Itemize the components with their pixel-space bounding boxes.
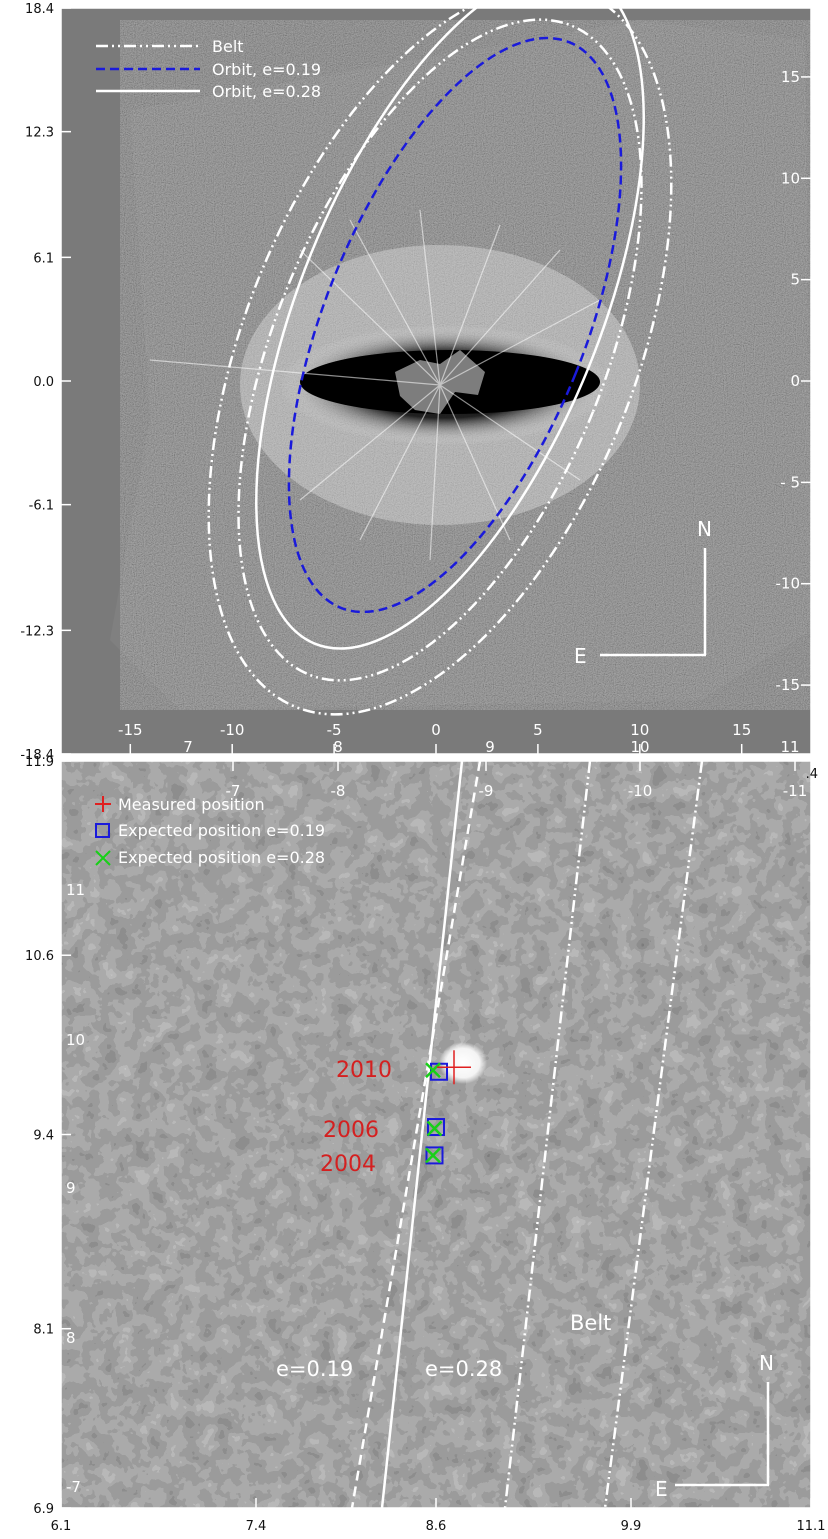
legend-e028-label: Orbit, e=0.28 — [212, 82, 321, 101]
y-tick-label: 11.9 — [25, 755, 54, 770]
compass-east-label: E — [655, 1477, 668, 1501]
y-inner-tick-label: -7 — [66, 1478, 81, 1496]
top-compass: N E — [574, 517, 712, 668]
y-tick-label: 18.4 — [25, 2, 54, 17]
y-tick-label: 6.9 — [33, 1502, 54, 1517]
y-tick-label: -6.1 — [29, 499, 54, 514]
y-right-tick-label: 10 — [781, 169, 800, 187]
y-tick-label: 9.4 — [33, 1129, 54, 1144]
x-tick-label: 11.1 — [797, 1519, 826, 1534]
x-tick-label: 0 — [431, 721, 441, 739]
belt-outer-ellipse — [207, 8, 673, 716]
x-tick-label: 7.4 — [246, 1519, 267, 1534]
x-tick-label: 6.1 — [51, 1519, 72, 1534]
y-inner-tick-label: 11 — [66, 881, 85, 899]
top-overlays — [207, 8, 673, 716]
compass-north-label: N — [697, 517, 712, 541]
x-tick-label: -10 — [220, 721, 245, 739]
x-tick-label: -15 — [118, 721, 143, 739]
legend-e028-position-label: Expected position e=0.28 — [118, 848, 325, 867]
annotation-e028: e=0.28 — [425, 1357, 502, 1381]
legend-e019-position-label: Expected position e=0.19 — [118, 821, 325, 840]
x-tick-label: 15 — [732, 721, 751, 739]
y-inner-tick-label: 10 — [66, 1031, 85, 1049]
planet-blob — [439, 1042, 487, 1084]
y-tick-label: 6.1 — [33, 251, 54, 266]
compass-north-label: N — [759, 1351, 774, 1375]
top-inner-tick-label: -7 — [226, 782, 241, 800]
expected-e019-marker-2006 — [427, 1118, 445, 1137]
legend-measured-label: Measured position — [118, 795, 265, 814]
epoch-label-2006: 2006 — [323, 1118, 379, 1143]
expected-e028-marker-2004 — [425, 1147, 441, 1164]
belt-inner-line — [503, 761, 592, 1508]
epoch-label-2004: 2004 — [320, 1152, 376, 1177]
legend-plus-icon — [95, 796, 111, 812]
compass-east-label: E — [574, 644, 587, 668]
expected-e028-marker-2010 — [425, 1062, 441, 1079]
top-outer-tick-label: 9 — [485, 738, 495, 756]
y-inner-tick-label: 9 — [66, 1179, 76, 1197]
top-outer-tick-label: 11 — [780, 738, 799, 756]
annotation-belt: Belt — [570, 1311, 611, 1335]
top-outer-tick-label: 8 — [333, 738, 343, 756]
top-inner-tick-label: -9 — [479, 782, 494, 800]
orbit-e019-line — [350, 761, 482, 1508]
bottom-compass: N E — [655, 1351, 774, 1501]
y-tick-label: -12.3 — [20, 624, 54, 639]
y-right-tick-label: 15 — [781, 68, 800, 86]
y-tick-label: 8.1 — [33, 1323, 54, 1338]
orbit-e028-line — [380, 761, 464, 1508]
y-tick-label: 0.0 — [33, 375, 54, 390]
epoch-label-2010: 2010 — [336, 1058, 392, 1083]
top-panel-image — [110, 20, 811, 710]
x-tick-label: 8.6 — [426, 1519, 447, 1534]
top-legend: Belt Orbit, e=0.19 Orbit, e=0.28 — [96, 37, 321, 101]
y-tick-label: 12.3 — [25, 126, 54, 141]
epoch-markers — [425, 1050, 471, 1165]
top-right-fragment: .4 — [806, 767, 818, 782]
measured-marker-2010 — [437, 1050, 471, 1085]
y-tick-label: -18.4 — [20, 748, 54, 763]
y-right-tick-label: -10 — [776, 575, 801, 593]
y-tick-label: 10.6 — [25, 949, 54, 964]
top-inner-tick-label: -8 — [331, 782, 346, 800]
top-inner-tick-label: -11 — [783, 782, 808, 800]
bottom-axes: 6.1 7.4 8.6 9.9 11.111.910.69.48.16.9111098-… — [25, 738, 825, 1534]
y-right-tick-label: - 5 — [780, 473, 800, 491]
halo-streaks — [149, 209, 601, 561]
x-tick-label: 10 — [630, 721, 649, 739]
orbit-e019-ellipse — [287, 36, 623, 614]
bottom-overlays — [350, 761, 704, 1508]
top-bottom-axis: -15 -10 -5 0 5 10 15 — [118, 721, 751, 754]
x-tick-label: -5 — [327, 721, 342, 739]
belt-inner-ellipse — [237, 18, 643, 682]
y-right-tick-label: 5 — [790, 271, 800, 289]
y-inner-tick-label: 8 — [66, 1329, 76, 1347]
bottom-legend: Measured position Expected position e=0.… — [95, 795, 325, 867]
legend-belt-label: Belt — [212, 37, 244, 56]
orbit-e028-ellipse — [255, 8, 645, 650]
legend-square-icon — [95, 823, 110, 838]
top-left-axis: 18.4 12.3 6.1 0.0 -6.1 -12.3 -18.4 — [20, 2, 71, 763]
top-panel: 18.4 12.3 6.1 0.0 -6.1 -12.3 -18.4 15 10 5 0 - 5 -1… — [20, 2, 812, 763]
top-right-axis: 15 10 5 0 - 5 -10 -15 — [776, 68, 811, 694]
top-outer-tick-label: 7 — [183, 738, 193, 756]
y-right-tick-label: 0 — [790, 372, 800, 390]
expected-e028-marker-2006 — [426, 1120, 443, 1137]
annotation-e019: e=0.19 — [276, 1357, 353, 1381]
x-tick-label: 5 — [533, 721, 543, 739]
bottom-panel: 2010 2006 2004 e=0.19 e=0.28 Belt Measur… — [25, 738, 825, 1534]
expected-e019-marker-2004 — [425, 1146, 444, 1165]
x-tick-label: 9.9 — [621, 1519, 642, 1534]
y-right-tick-label: -15 — [776, 676, 801, 694]
belt-outer-line — [603, 761, 704, 1508]
legend-x-icon — [95, 850, 111, 866]
legend-e019-label: Orbit, e=0.19 — [212, 60, 321, 79]
top-outer-tick-label: 10 — [630, 738, 649, 756]
top-inner-tick-label: -10 — [628, 782, 653, 800]
